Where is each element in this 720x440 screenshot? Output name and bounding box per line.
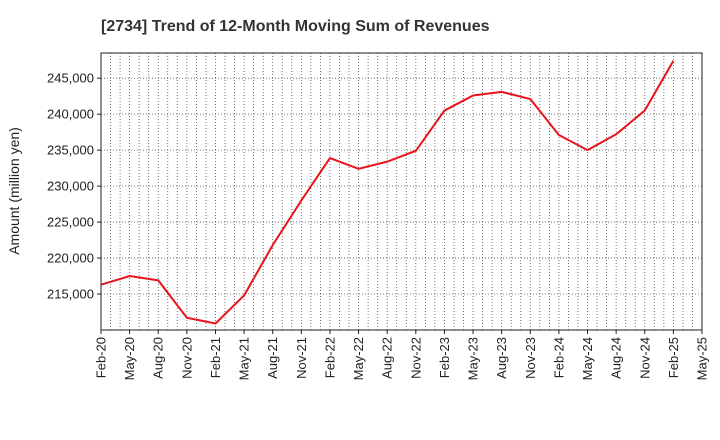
- x-tick-label: Aug-23: [494, 337, 509, 379]
- plot-border: [100, 52, 703, 331]
- x-tick-label: May-23: [466, 337, 481, 380]
- plot-area: [101, 53, 702, 330]
- x-axis-ticks: Feb-20 May-20 Aug-20 Nov-20 Feb-21 May-21 Aug-…: [94, 330, 710, 380]
- x-tick-label: Nov-20: [179, 337, 194, 379]
- x-tick-label: Aug-21: [265, 337, 280, 379]
- y-tick-label: 220,000: [47, 251, 94, 266]
- y-tick-label: 230,000: [47, 179, 94, 194]
- x-tick-label: Aug-22: [380, 337, 395, 379]
- chart-title: [2734] Trend of 12-Month Moving Sum of R…: [101, 18, 490, 35]
- x-tick-label: May-25: [695, 337, 710, 380]
- x-tick-label: May-20: [122, 337, 137, 380]
- x-tick-label: Feb-22: [322, 337, 337, 378]
- y-tick-label: 225,000: [47, 215, 94, 230]
- y-tick-label: 235,000: [47, 143, 94, 158]
- x-tick-label: May-21: [237, 337, 252, 380]
- x-tick-label: Aug-24: [609, 337, 624, 379]
- x-tick-label: Nov-22: [408, 337, 423, 379]
- y-axis-label: Amount (million yen): [6, 127, 22, 255]
- x-tick-label: Nov-24: [637, 337, 652, 379]
- y-axis-ticks: 215,000 220,000 225,000 230,000 235,000 240,0…: [47, 71, 101, 302]
- x-tick-label: Aug-20: [151, 337, 166, 379]
- y-tick-label: 245,000: [47, 71, 94, 86]
- x-tick-label: Nov-21: [294, 337, 309, 379]
- x-tick-label: May-22: [351, 337, 366, 380]
- y-tick-label: 215,000: [47, 287, 94, 302]
- x-tick-label: Feb-24: [551, 337, 566, 378]
- y-tick-label: 240,000: [47, 107, 94, 122]
- x-tick-label: May-24: [580, 337, 595, 380]
- grid-lines: [101, 53, 702, 330]
- x-tick-label: Feb-25: [666, 337, 681, 378]
- x-tick-label: Feb-23: [437, 337, 452, 378]
- x-tick-label: Feb-21: [208, 337, 223, 378]
- x-tick-label: Nov-23: [523, 337, 538, 379]
- x-tick-label: Feb-20: [94, 337, 109, 378]
